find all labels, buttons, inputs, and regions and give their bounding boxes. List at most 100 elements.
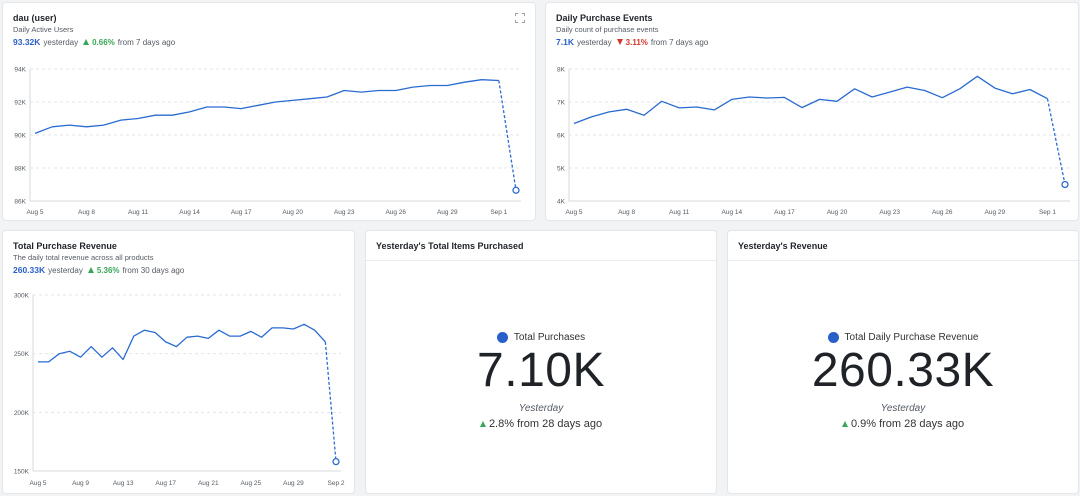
revenue-header: Total Purchase Revenue The daily total r… (13, 241, 344, 275)
x-tick-label: Aug 5 (30, 480, 47, 487)
series-line (38, 323, 326, 363)
series-line (34, 79, 499, 135)
revenue-kpi-card: Yesterday's Revenue Total Daily Purchase… (727, 230, 1079, 494)
x-tick-label: Aug 29 (985, 209, 1006, 216)
arrow-up-icon (479, 421, 486, 427)
items-kpi-label: Total Purchases (513, 332, 586, 343)
events-change-suffix: from 7 days ago (650, 37, 709, 47)
y-tick-label: 250K (14, 351, 30, 358)
items-kpi-label-row: Total Purchases (496, 332, 586, 343)
revenue-kpi-label: Total Daily Purchase Revenue (844, 332, 979, 343)
x-tick-label: Aug 21 (198, 480, 219, 487)
x-tick-label: Sep 1 (490, 209, 507, 216)
x-tick-label: Aug 25 (241, 480, 262, 487)
dau-value: 93.32K (13, 37, 41, 47)
x-tick-label: Sep 2 (328, 480, 345, 487)
x-tick-label: Sep 1 (1039, 209, 1056, 216)
x-tick-label: Aug 20 (827, 209, 848, 216)
x-tick-label: Aug 13 (113, 480, 134, 487)
revenue-card: Total Purchase Revenue The daily total r… (2, 230, 355, 494)
x-tick-label: Aug 11 (128, 209, 149, 216)
events-title: Daily Purchase Events (556, 13, 653, 23)
events-change: 3.11% (625, 37, 648, 47)
revenue-kpi-title: Yesterday's Revenue (738, 241, 828, 251)
x-tick-label: Aug 26 (932, 209, 953, 216)
y-tick-label: 5K (557, 166, 566, 173)
events-header: Daily Purchase Events Daily count of pur… (556, 13, 1068, 47)
x-tick-label: Aug 11 (669, 209, 690, 216)
revenue-change-suffix: from 30 days ago (122, 265, 185, 275)
events-value-suffix: yesterday (576, 37, 612, 47)
revenue-kpi-period: Yesterday (880, 403, 926, 414)
last-point-marker (332, 457, 340, 466)
items-kpi-card: Yesterday's Total Items Purchased Total … (365, 230, 717, 494)
x-tick-label: Aug 14 (722, 209, 743, 216)
x-tick-label: Aug 20 (282, 209, 303, 216)
dau-header: dau (user) Daily Active Users 93.32K yes… (13, 13, 525, 47)
y-tick-label: 300K (14, 293, 30, 300)
arrow-up-icon (83, 39, 90, 45)
y-tick-label: 86K (14, 199, 26, 206)
events-subtitle: Daily count of purchase events (556, 25, 659, 34)
revenue-value-suffix: yesterday (48, 265, 83, 275)
x-tick-label: Aug 17 (774, 209, 795, 216)
dau-change: 0.66% (92, 37, 115, 47)
x-tick-label: Aug 17 (155, 480, 176, 487)
revenue-kpi-label-row: Total Daily Purchase Revenue (827, 332, 979, 343)
purchase-events-card: Daily Purchase Events Daily count of pur… (545, 2, 1079, 221)
x-tick-label: Aug 8 (618, 209, 635, 216)
revenue-kpi-header: Yesterday's Revenue (728, 231, 1078, 261)
y-tick-label: 94K (14, 67, 26, 74)
arrow-down-icon (616, 39, 623, 45)
dau-chart: 86K 88K 90K 92K 94K Aug 5 Aug 8 Aug 11 Aug 14 Aug… (14, 67, 521, 216)
events-value: 7.1K (556, 37, 574, 47)
series-line (573, 75, 1048, 125)
legend-dot-icon (496, 332, 508, 343)
y-tick-label: 150K (14, 469, 30, 476)
items-kpi-body: Total Purchases 7.10K Yesterday 2.8% fro… (366, 261, 716, 493)
y-tick-label: 7K (557, 100, 566, 107)
last-point-marker (1061, 180, 1069, 189)
dau-subtitle: Daily Active Users (13, 25, 74, 34)
items-kpi-change: 2.8% from 28 days ago (488, 418, 603, 430)
x-tick-label: Aug 14 (179, 209, 200, 216)
events-chart: 4K 5K 6K 7K 8K Aug 5 Aug 8 Aug 11 Aug 14 Aug 17 Au… (557, 67, 1070, 216)
x-tick-label: Aug 5 (27, 209, 44, 216)
partial-period-line (1046, 98, 1066, 185)
revenue-subtitle: The daily total revenue across all produ… (13, 253, 154, 262)
x-tick-label: Aug 29 (283, 480, 304, 487)
x-tick-label: Aug 5 (566, 209, 583, 216)
expand-icon[interactable] (515, 13, 525, 23)
revenue-kpi-change: 0.9% from 28 days ago (850, 418, 965, 430)
x-tick-label: Aug 23 (334, 209, 355, 216)
x-tick-label: Aug 9 (72, 480, 89, 487)
events-stats: 7.1K yesterday 3.11% from 7 days ago (556, 37, 1068, 47)
x-tick-label: Aug 23 (879, 209, 900, 216)
x-tick-label: Aug 26 (385, 209, 406, 216)
y-tick-label: 200K (14, 410, 30, 417)
revenue-chart: 150K 200K 250K 300K Aug 5 Aug 9 Aug 13 Aug 17 Au… (14, 293, 345, 488)
y-tick-label: 4K (557, 199, 566, 206)
arrow-up-icon (87, 267, 94, 273)
x-tick-label: Aug 17 (231, 209, 252, 216)
dau-card: dau (user) Daily Active Users 93.32K yes… (2, 2, 536, 221)
y-tick-label: 90K (14, 133, 26, 140)
dau-change-suffix: from 7 days ago (117, 37, 176, 47)
revenue-value: 260.33K (13, 265, 46, 275)
revenue-stats: 260.33K yesterday 5.36% from 30 days ago (13, 265, 344, 275)
x-tick-label: Aug 29 (437, 209, 458, 216)
y-tick-label: 6K (557, 133, 566, 140)
partial-period-line (324, 341, 337, 462)
x-tick-label: Aug 8 (78, 209, 95, 216)
y-tick-label: 92K (14, 100, 26, 107)
arrow-up-icon (841, 421, 848, 427)
revenue-kpi-body: Total Daily Purchase Revenue 260.33K Yes… (728, 261, 1078, 493)
y-tick-label: 8K (557, 67, 566, 74)
items-kpi-value: 7.10K (477, 344, 605, 397)
items-kpi-period: Yesterday (518, 403, 564, 414)
last-point-marker (512, 186, 520, 194)
legend-dot-icon (827, 332, 839, 343)
revenue-kpi-change-row: 0.9% from 28 days ago (841, 418, 965, 430)
items-kpi-change-row: 2.8% from 28 days ago (479, 418, 603, 430)
items-kpi-title: Yesterday's Total Items Purchased (376, 241, 524, 251)
